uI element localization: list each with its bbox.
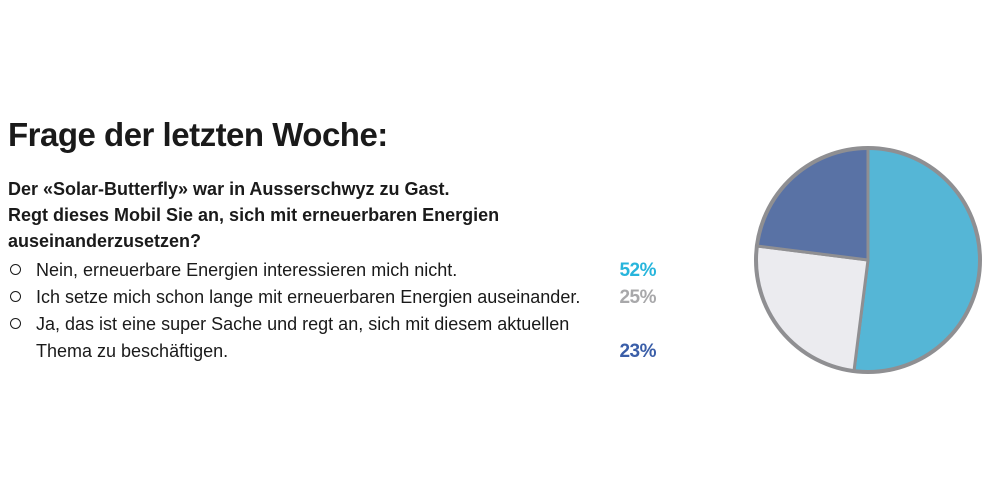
pie-slice	[852, 146, 982, 374]
page-title: Frage der letzten Woche:	[8, 116, 388, 153]
question-line: auseinanderzusetzen?	[8, 231, 202, 251]
radio-circle-icon[interactable]	[10, 264, 21, 275]
poll-question: Der «Solar-Butterfly» war in Ausserschwy…	[8, 176, 588, 254]
answer-list: Nein, erneuerbare Energien interessieren…	[8, 257, 728, 365]
pie-slice	[754, 244, 870, 373]
answer-label: Thema zu beschäftigen.	[36, 341, 229, 361]
answer-percent: 25%	[619, 287, 656, 308]
answer-option-long-time[interactable]: Ich setze mich schon lange mit erneuerba…	[8, 284, 656, 311]
radio-circle-icon[interactable]	[10, 291, 21, 302]
radio-circle-icon[interactable]	[10, 318, 21, 329]
answer-label: Ich setze mich schon lange mit erneuerba…	[36, 287, 581, 307]
answer-percent: 52%	[619, 260, 656, 281]
pie-outline	[754, 146, 982, 374]
pie-chart	[754, 146, 982, 374]
answer-option-yes[interactable]: Ja, das ist eine super Sache und regt an…	[8, 311, 656, 365]
question-line: Der «Solar-Butterfly» war in Ausserschwy…	[8, 179, 450, 199]
answer-option-no[interactable]: Nein, erneuerbare Energien interessieren…	[8, 257, 656, 284]
answer-label: Nein, erneuerbare Energien interessieren…	[36, 260, 458, 280]
answer-label: Ja, das ist eine super Sache und regt an…	[36, 314, 570, 334]
answer-percent: 23%	[619, 341, 656, 362]
pie-chart-container	[748, 140, 988, 380]
question-line: Regt dieses Mobil Sie an, sich mit erneu…	[8, 205, 500, 225]
